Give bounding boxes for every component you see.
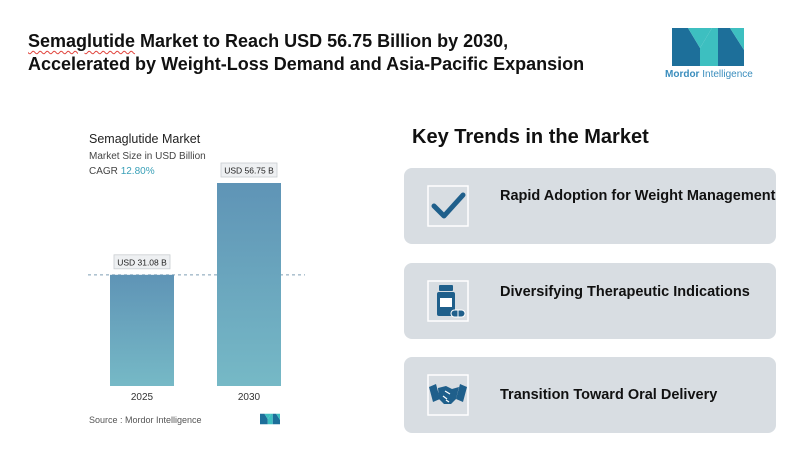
bar-2030	[217, 183, 281, 386]
headline-line-1-rest: Market to Reach USD 56.75 Billion by 203…	[135, 31, 509, 51]
cagr-value: 12.80%	[120, 166, 155, 177]
data-label: USD 56.75 B	[224, 166, 274, 176]
trend-label: Diversifying Therapeutic Indications	[500, 284, 750, 300]
trend-card-weight-management: Rapid Adoption for Weight Management	[404, 168, 776, 244]
source-logo-icon	[260, 413, 280, 425]
category-label-2025: 2025	[131, 392, 154, 403]
trend-card-oral-delivery: Transition Toward Oral Delivery	[404, 357, 776, 433]
category-label-2030: 2030	[238, 392, 261, 403]
data-label: USD 31.08 B	[117, 257, 167, 267]
brand-name: Mordor Intelligence	[665, 69, 753, 80]
headline-keyword: Semaglutide	[28, 31, 136, 51]
trend-label: Rapid Adoption for Weight Management	[500, 188, 776, 204]
checkmark-icon	[427, 185, 469, 227]
medicine-bottle-icon	[427, 280, 469, 322]
brand-mark-icon	[672, 28, 744, 66]
chart-title: Semaglutide Market	[89, 132, 201, 146]
bar-2025	[110, 274, 174, 386]
data-label-box	[113, 254, 171, 270]
mordor-intelligence-logo: Mordor Intelligence	[662, 24, 758, 86]
trend-label: Transition Toward Oral Delivery	[500, 387, 718, 403]
market-size-chart: USD 31.08 B 2025 USD 56.75 B 2030 Semagluti…	[80, 118, 320, 436]
headline-line-2: Accelerated by Weight-Loss Demand and As…	[28, 54, 585, 74]
headline-line-1: Semaglutide Market to Reach USD 56.75 Bi…	[28, 30, 648, 53]
trend-card-therapeutic-indications: Diversifying Therapeutic Indications	[404, 263, 776, 339]
chart-cagr: CAGR 12.80%	[89, 166, 155, 177]
page-headline: Semaglutide Market to Reach USD 56.75 Bi…	[28, 30, 648, 76]
data-label-box	[220, 162, 278, 178]
chart-subtitle: Market Size in USD Billion	[89, 151, 206, 162]
bar-chart-svg: USD 31.08 B 2025 USD 56.75 B 2030	[88, 162, 305, 403]
chart-source: Source : Mordor Intelligence	[89, 415, 202, 425]
key-trends-heading: Key Trends in the Market	[412, 126, 649, 148]
handshake-icon	[427, 374, 469, 416]
